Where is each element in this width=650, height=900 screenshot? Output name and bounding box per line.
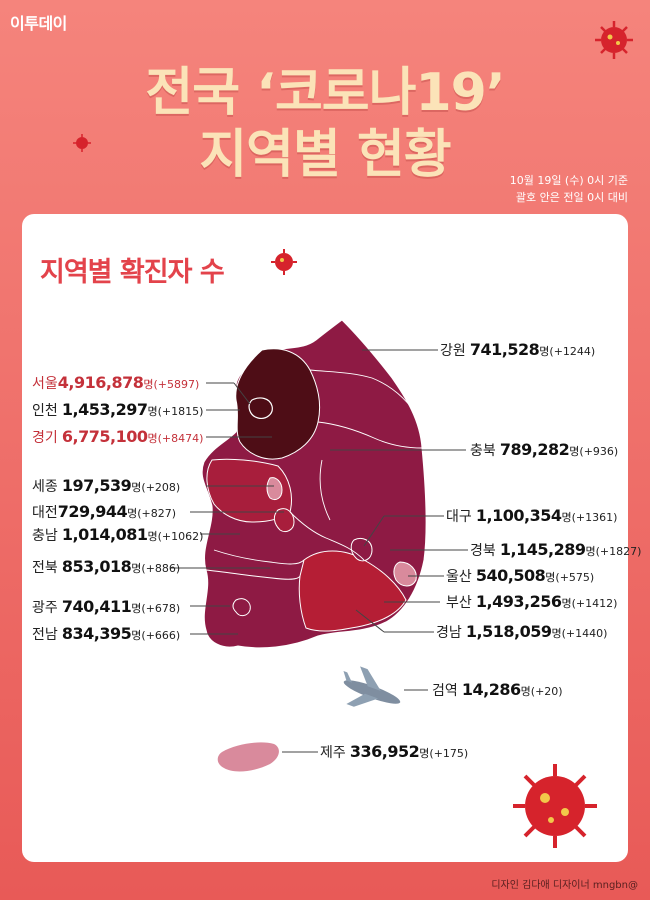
region-label-gangwon: 강원 741,528명(+1244) [440, 340, 596, 359]
daejeon-region [273, 508, 295, 533]
jeju-island [217, 742, 279, 772]
gwangju-region [232, 598, 251, 617]
virus-icon [271, 249, 297, 275]
airplane-icon [343, 666, 401, 707]
virus-icon [73, 134, 91, 152]
card-title: 지역별 확진자 수 [40, 257, 225, 288]
virus-icon [595, 21, 633, 59]
designer-credit: 디자인 김다애 디자이너 mngbn@ [491, 880, 638, 891]
region-label-daejeon: 대전729,944명(+827) [32, 502, 177, 521]
page-title-line2: 지역별 현황 [199, 125, 451, 185]
page-title-line1: 전국 ‘코로나19’ [145, 63, 505, 123]
ulsan-region [393, 561, 417, 587]
reference-date: 10월 19일 (수) 0시 기준 [509, 174, 628, 187]
region-label-sejong: 세종 197,539명(+208) [32, 476, 181, 495]
region-label-gyeonggi: 경기 6,775,100명(+8474) [32, 427, 204, 446]
region-label-jeonbuk: 전북 853,018명(+886) [32, 557, 181, 576]
province-borders [205, 369, 423, 580]
reference-note: 10월 19일 (수) 0시 기준 괄호 안은 전일 0시 대비 [510, 172, 628, 206]
region-label-gwangju: 광주 740,411명(+678) [32, 597, 181, 616]
region-label-chungnam: 충남 1,014,081명(+1062) [32, 525, 204, 544]
region-label-ulsan: 울산 540,508명(+575) [446, 566, 595, 585]
seoul-region [248, 397, 273, 419]
region-label-gyeongbuk: 경북 1,145,289명(+1827) [470, 540, 642, 559]
region-label-quarantine: 검역 14,286명(+20) [432, 680, 563, 699]
region-label-jeonnam: 전남 834,395명(+666) [32, 624, 181, 643]
region-label-busan: 부산 1,493,256명(+1412) [446, 592, 618, 611]
region-label-jeju: 제주 336,952명(+175) [320, 742, 469, 761]
reference-comparison: 괄호 안은 전일 0시 대비 [515, 191, 628, 204]
daegu-region [350, 537, 373, 562]
region-label-daegu: 대구 1,100,354명(+1361) [446, 506, 618, 525]
gyeonggi-region [235, 348, 321, 460]
region-label-incheon: 인천 1,453,297명(+1815) [32, 400, 204, 419]
region-label-seoul: 서울4,916,878명(+5897) [32, 373, 200, 392]
brand-logo[interactable]: 이투데이 [10, 14, 67, 33]
region-label-gyeongnam: 경남 1,518,059명(+1440) [436, 622, 608, 641]
virus-icon [513, 764, 597, 848]
region-label-chungbuk: 충북 789,282명(+936) [470, 440, 619, 459]
leader-lines [170, 349, 468, 753]
sejong-region [266, 477, 283, 501]
